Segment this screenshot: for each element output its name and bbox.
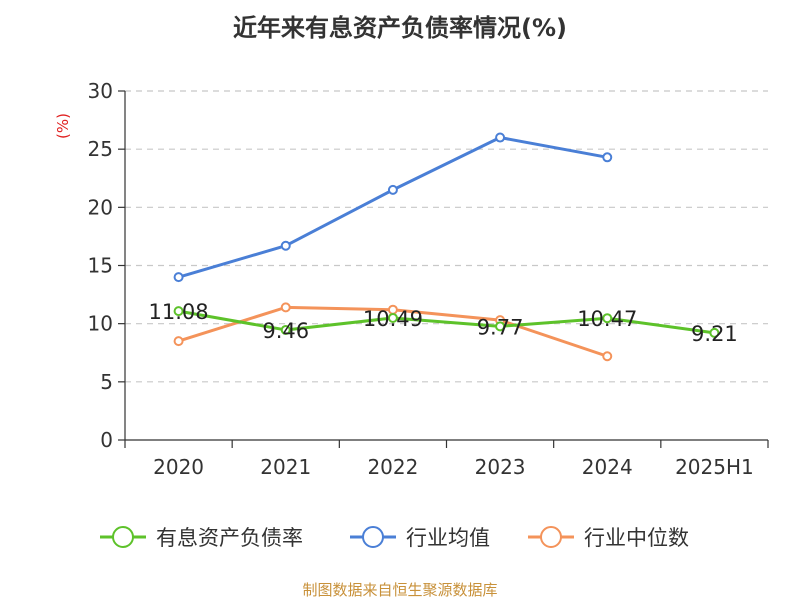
x-tick-label: 2024 xyxy=(582,455,633,479)
series-point xyxy=(495,321,506,332)
series-point xyxy=(173,306,184,317)
x-tick-label: 2022 xyxy=(367,455,418,479)
y-tick-label: 30 xyxy=(88,79,113,103)
legend-label: 行业均值 xyxy=(406,526,490,550)
legend-item: 有息资产负债率 xyxy=(100,526,303,550)
y-tick-label: 15 xyxy=(88,254,113,278)
x-tick-label: 2021 xyxy=(260,455,311,479)
legend-marker xyxy=(540,526,562,548)
series-point xyxy=(280,324,291,335)
series-point xyxy=(173,272,184,283)
x-tick-label: 2023 xyxy=(475,455,526,479)
data-label: 11.08 xyxy=(149,300,209,324)
series-point xyxy=(602,152,613,163)
source-note: 制图数据来自恒生聚源数据库 xyxy=(302,581,498,599)
series-point xyxy=(280,240,291,251)
series-layer xyxy=(173,132,720,362)
label-layer: 11.08 9.46 10.49 9.77 10.47 9.21 xyxy=(149,300,738,346)
chart-title: 近年来有息资产负债率情况(%) xyxy=(233,14,567,42)
series-point xyxy=(387,312,398,323)
series-point xyxy=(173,336,184,347)
series-point xyxy=(709,327,720,338)
legend-marker xyxy=(112,526,134,548)
data-label: 9.21 xyxy=(691,322,738,346)
y-tick-label: 10 xyxy=(88,312,113,336)
series-point xyxy=(280,302,291,313)
y-tick-label: 0 xyxy=(100,428,113,452)
series-point xyxy=(602,313,613,324)
x-tick-label: 2020 xyxy=(153,455,204,479)
data-label: 10.49 xyxy=(363,307,423,331)
legend-marker xyxy=(362,526,384,548)
legend-item: 行业中位数 xyxy=(528,526,689,550)
x-tick-label: 2025H1 xyxy=(675,455,754,479)
y-axis-label: (%) xyxy=(54,113,72,139)
series-point xyxy=(387,184,398,195)
grid-layer xyxy=(125,90,768,383)
legend-label: 行业中位数 xyxy=(584,526,689,550)
data-label: 9.77 xyxy=(477,315,524,339)
series-line xyxy=(177,309,716,335)
legend-item: 行业均值 xyxy=(350,526,490,550)
series-point xyxy=(495,132,506,143)
legend-label: 有息资产负债率 xyxy=(156,526,303,550)
series-point xyxy=(602,351,613,362)
y-tick-label: 5 xyxy=(100,370,113,394)
axis-layer: 0 5 10 15 20 25 30 2020 2021 2022 2023 2024 2025H1 (%… xyxy=(54,79,769,479)
legend-layer: 有息资产负债率 行业均值 行业中位数 xyxy=(100,526,689,550)
data-label: 10.47 xyxy=(577,307,637,331)
data-label: 9.46 xyxy=(262,319,309,343)
y-tick-label: 25 xyxy=(88,137,113,161)
y-tick-label: 20 xyxy=(88,195,113,219)
